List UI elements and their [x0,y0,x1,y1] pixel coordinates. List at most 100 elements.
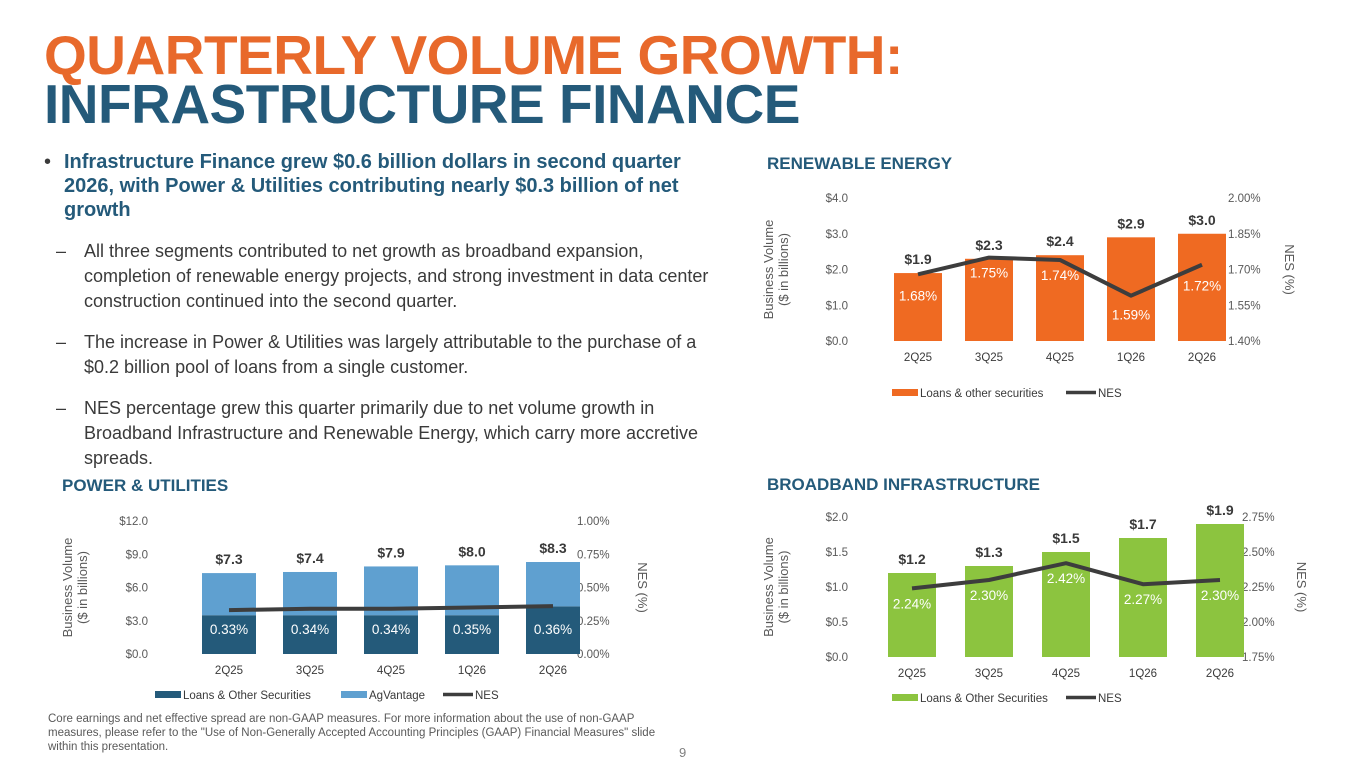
bar-primary [1196,524,1244,657]
y2-tick-label: 0.75% [577,549,610,561]
bullet-list: • Infrastructure Finance grew $0.6 billi… [44,150,734,471]
legend-swatch [892,694,918,701]
legend-label: Loans & Other Securities [183,690,311,702]
y-axis-title: Business Volume($ in billions) [761,220,791,320]
legend-swatch [892,389,918,396]
legend-swatch [155,691,181,698]
dash-icon: – [56,398,67,418]
nes-line [917,255,1203,298]
y2-tick-label: 1.85% [1228,229,1261,241]
nes-data-label: 0.36% [534,622,572,637]
y2-tick-label: 2.00% [1242,617,1275,629]
bar-total-label: $1.9 [1206,505,1233,518]
y2-tick-label: 2.00% [1228,193,1261,205]
sub-bullet: – All three segments contributed to net … [56,239,734,314]
category-label: 2Q25 [904,352,932,364]
bar-primary [283,615,337,654]
category-label: 2Q26 [539,665,567,677]
y-tick-label: $1.5 [826,547,848,559]
nes-data-label: 2.27% [1124,592,1162,607]
category-label: 3Q25 [975,352,1003,364]
broadband-infrastructure-chart: $0.0 $0.5 $1.0 $1.5 $2.0 1.75% 2.00% 2.25% 2.50%… [761,505,1309,705]
category-label: 1Q26 [458,665,486,677]
legend-label: Loans & Other Securities [920,693,1048,705]
nes-data-label: 2.30% [1201,588,1239,603]
y-tick-label: $3.0 [126,616,148,628]
y-tick-label: $4.0 [826,193,848,205]
y2-tick-label: 1.00% [577,516,610,528]
renewable-energy-chart: $0.0 $1.0 $2.0 $3.0 $4.0 1.40% 1.55% 1.70% 1.85%… [761,193,1297,400]
bar-primary [965,258,1013,341]
nes-data-label: 2.42% [1047,571,1085,586]
legend-label: Loans & other securities [920,388,1044,400]
legend-swatch [341,691,367,698]
y-tick-label: $0.0 [126,649,148,661]
nes-data-label: 1.74% [1041,268,1079,283]
chart-title-power: POWER & UTILITIES [62,476,229,495]
bar-secondary [526,562,580,607]
chart-title-renewable: RENEWABLE ENERGY [767,154,953,173]
nes-data-label: 1.72% [1183,279,1221,294]
y-axis-title-line: Business Volume [761,537,776,637]
nes-data-label: 0.35% [453,622,491,637]
y-axis-title-line: Business Volume [60,538,75,638]
y-tick-label: $0.0 [826,336,848,348]
category-label: 2Q25 [898,668,926,680]
y2-tick-label: 2.50% [1242,547,1275,559]
category-label: 2Q25 [215,665,243,677]
legend-label: NES [1098,388,1122,400]
bar-total-label: $2.9 [1117,215,1144,231]
category-label: 2Q26 [1188,352,1216,364]
bar-total-label: $3.0 [1188,212,1215,228]
bar-total-label: $7.3 [215,551,242,567]
chart-title-broadband: BROADBAND INFRASTRUCTURE [767,475,1040,494]
nes-data-label: 2.30% [970,588,1008,603]
legend-label: NES [475,690,499,702]
y-axis-title-line: Business Volume [761,220,776,320]
y-tick-label: $0.0 [826,652,848,664]
y2-tick-label: 0.25% [577,616,610,628]
bar-primary [364,615,418,654]
bar-total-label: $2.3 [975,237,1002,253]
y-tick-label: $1.0 [826,582,848,594]
nes-data-label: 0.34% [372,622,410,637]
category-label: 4Q25 [377,665,405,677]
page-title-line-2: INFRASTRUCTURE FINANCE [44,73,800,135]
footnote: Core earnings and net effective spread a… [48,713,656,753]
y2-tick-label: 1.75% [1242,652,1275,664]
page-title-line-1: QUARTERLY VOLUME GROWTH: [44,24,903,86]
y2-tick-label: 0.00% [577,649,610,661]
bar-total-label: $1.3 [975,544,1002,560]
y-tick-label: $12.0 [119,516,148,528]
bar-primary [445,615,499,654]
bar-total-label: $7.9 [377,544,404,560]
nes-data-label: 0.34% [291,622,329,637]
bar-total-label: $2.4 [1046,233,1073,249]
category-label: 3Q25 [975,668,1003,680]
bar-total-label: $7.4 [296,550,323,566]
nes-line [228,604,554,613]
nes-line [911,561,1221,591]
y-axis-title-line: ($ in billions) [75,551,90,624]
y2-tick-label: 1.55% [1228,300,1261,312]
nes-data-label: 2.24% [893,596,931,611]
bar-total-label: $1.7 [1129,516,1156,532]
y-tick-label: $2.0 [826,265,848,277]
y2-tick-label: 2.75% [1242,512,1275,524]
bar-primary [1178,233,1226,341]
category-label: 1Q26 [1129,668,1157,680]
sub-bullet-text: NES percentage grew this quarter primari… [84,398,698,468]
nes-data-label: 0.33% [210,622,248,637]
main-bullet-text: Infrastructure Finance grew $0.6 billion… [64,151,681,221]
bar-total-label: $1.9 [904,251,931,267]
bar-primary [894,273,942,341]
y2-tick-label: 2.25% [1242,582,1275,594]
y-tick-label: $6.0 [126,583,148,595]
bar-total-label: $1.5 [1052,530,1079,546]
bar-primary [1119,538,1167,657]
y-axis-title-line: ($ in billions) [776,233,791,306]
y2-axis-title: NES (%) [1282,244,1297,295]
bar-primary [202,615,256,654]
category-label: 1Q26 [1117,352,1145,364]
y2-axis-title: NES (%) [635,562,650,613]
